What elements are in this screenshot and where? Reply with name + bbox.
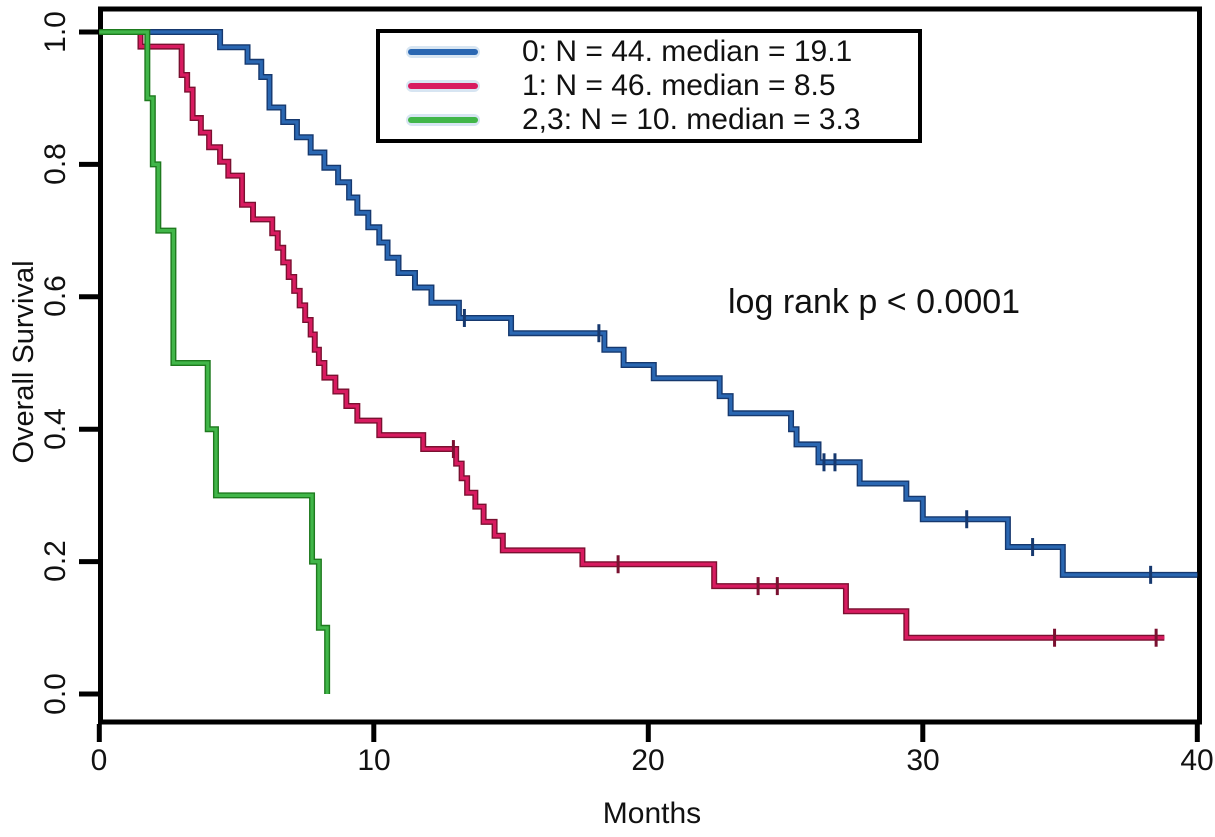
y-tick-label: 1.0 — [39, 11, 72, 53]
legend-line-swatch-group23 — [406, 113, 480, 127]
x-tick-label: 40 — [1180, 744, 1214, 777]
x-tick-label: 0 — [90, 744, 108, 777]
survival-curve-edge-2,3 — [99, 29, 331, 694]
legend-line-swatch-group0 — [406, 45, 480, 59]
survival-curve-2,3 — [99, 30, 329, 694]
y-tick-label: 0.8 — [39, 143, 72, 185]
x-tick-label: 30 — [906, 744, 940, 777]
plot-box — [98, 6, 1202, 725]
swatch-line — [408, 117, 478, 123]
legend-label-group1: 1: N = 46. median = 8.5 — [522, 69, 836, 102]
legend-row-group0: 0: N = 44. median = 19.1 — [406, 35, 918, 69]
x-tick-label: 20 — [631, 744, 665, 777]
legend-line-swatch-group1 — [406, 79, 480, 93]
y-tick-label: 0.4 — [39, 408, 72, 450]
legend-box: 0: N = 44. median = 19.1 1: N = 46. medi… — [376, 29, 922, 143]
legend-label-group23: 2,3: N = 10. median = 3.3 — [522, 103, 861, 136]
y-tick-label: 0.0 — [39, 673, 72, 715]
legend-row-group23: 2,3: N = 10. median = 3.3 — [406, 103, 918, 137]
y-tick-label: 0.2 — [39, 540, 72, 582]
y-tick-label: 0.6 — [39, 275, 72, 317]
x-axis-title: Months — [602, 797, 702, 830]
survival-curve-1 — [99, 30, 1165, 640]
y-axis-title: Overall Survival — [8, 260, 40, 464]
swatch-line — [408, 49, 478, 55]
legend-label-group0: 0: N = 44. median = 19.1 — [522, 35, 853, 68]
legend-row-group1: 1: N = 46. median = 8.5 — [406, 69, 918, 103]
swatch-line — [408, 83, 478, 89]
log-rank-annotation: log rank p < 0.0001 — [728, 283, 1021, 321]
x-tick-label: 10 — [357, 744, 391, 777]
